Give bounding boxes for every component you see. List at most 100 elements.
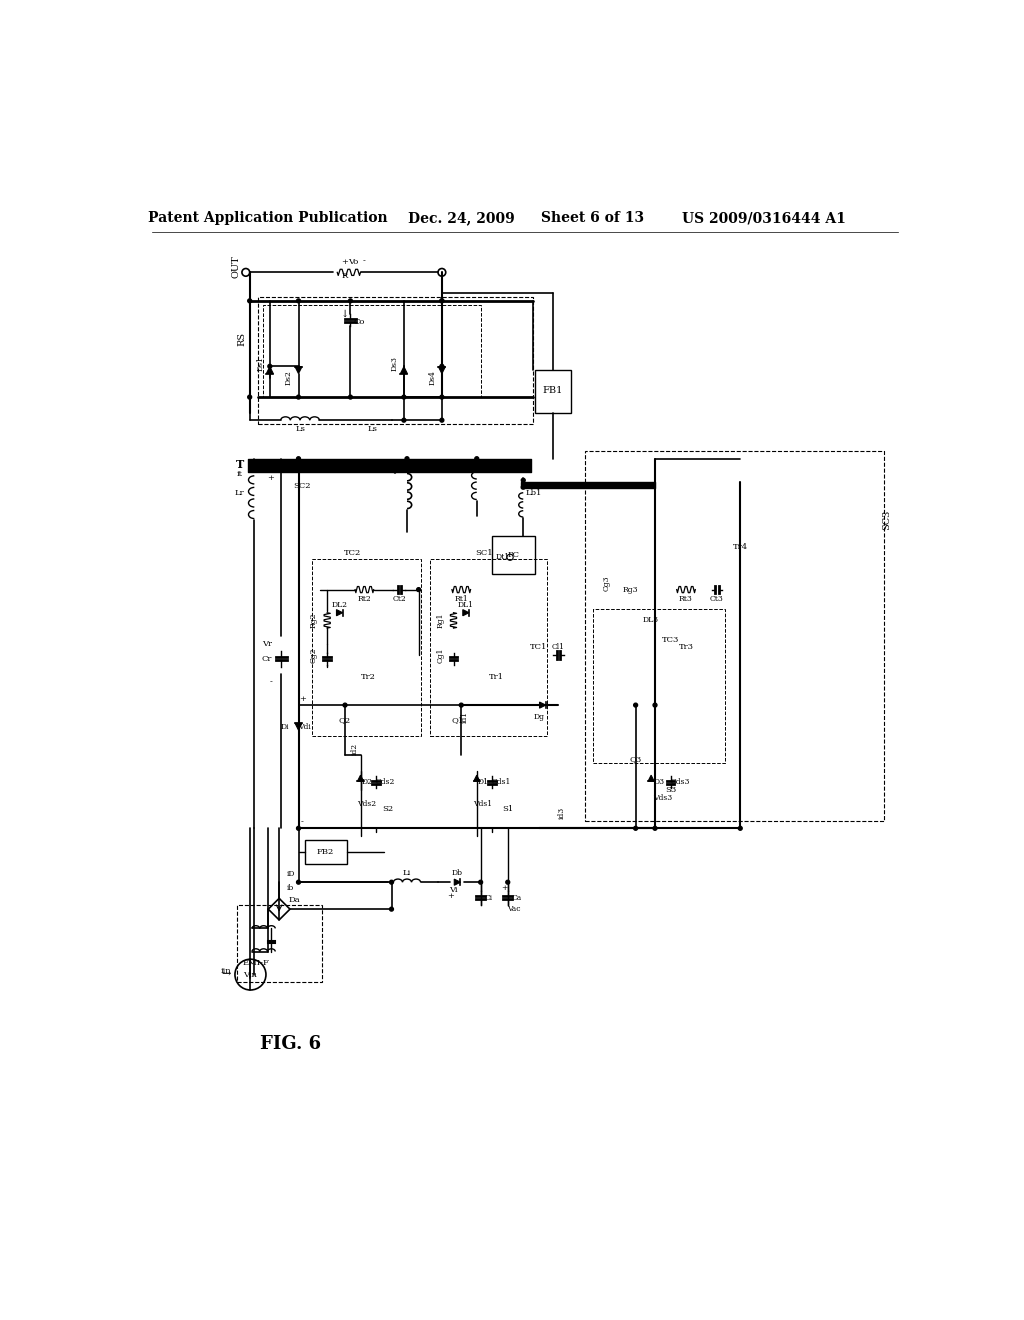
Circle shape (297, 298, 300, 302)
Bar (312, 558, 421, 737)
Text: +: + (299, 694, 306, 704)
Text: S3: S3 (665, 785, 676, 793)
Text: it: it (237, 470, 243, 478)
Polygon shape (295, 367, 302, 374)
Polygon shape (648, 775, 654, 781)
Text: Vac: Vac (507, 906, 520, 913)
Text: OUT: OUT (231, 255, 241, 277)
Polygon shape (455, 879, 461, 886)
Circle shape (417, 587, 421, 591)
Text: Q2: Q2 (339, 717, 351, 725)
Text: Tr1: Tr1 (488, 673, 504, 681)
Circle shape (634, 826, 638, 830)
Text: Tr4: Tr4 (733, 544, 748, 552)
Text: Dt1: Dt1 (496, 553, 509, 561)
Circle shape (738, 826, 742, 830)
Polygon shape (357, 775, 364, 781)
Text: Vin: Vin (244, 970, 257, 978)
Circle shape (478, 880, 482, 884)
Circle shape (297, 880, 300, 884)
Circle shape (440, 395, 443, 399)
Text: US 2009/0316444 A1: US 2009/0316444 A1 (682, 211, 846, 226)
Text: Ls: Ls (368, 425, 377, 433)
Text: RS: RS (238, 333, 247, 346)
Circle shape (521, 478, 525, 482)
Text: Cr: Cr (262, 655, 272, 663)
Polygon shape (463, 610, 469, 615)
Bar (237, 906, 322, 982)
Polygon shape (266, 367, 273, 374)
Text: Vds2: Vds2 (357, 800, 376, 808)
Text: Sheet 6 of 13: Sheet 6 of 13 (542, 211, 644, 226)
Text: Tr2: Tr2 (360, 673, 376, 681)
Bar (263, 305, 481, 397)
Polygon shape (400, 367, 408, 374)
Text: TC1: TC1 (530, 643, 548, 651)
Text: Rt1: Rt1 (455, 595, 468, 603)
Text: -: - (301, 818, 304, 826)
Text: SC2: SC2 (294, 482, 311, 490)
Text: Q3: Q3 (630, 755, 642, 763)
Text: Rt3: Rt3 (679, 595, 693, 603)
Text: S2: S2 (382, 805, 393, 813)
Text: D2: D2 (361, 777, 372, 787)
Circle shape (348, 298, 352, 302)
Text: Dg: Dg (534, 713, 544, 721)
Text: TC2: TC2 (344, 549, 361, 557)
Text: Vo: Vo (347, 257, 357, 265)
Text: Q1: Q1 (452, 717, 464, 725)
Text: Ds3: Ds3 (390, 356, 398, 371)
Text: →: → (222, 970, 231, 979)
Text: Dec. 24, 2009: Dec. 24, 2009 (408, 211, 515, 226)
Text: Lp: Lp (388, 466, 399, 474)
Text: Cg1: Cg1 (436, 647, 444, 663)
Text: +: + (342, 257, 348, 265)
Text: Patent Application Publication: Patent Application Publication (147, 211, 387, 226)
Circle shape (402, 395, 406, 399)
Text: Vr: Vr (262, 639, 272, 648)
Circle shape (440, 298, 443, 302)
Text: Ca: Ca (512, 894, 522, 902)
Text: T: T (236, 459, 245, 470)
Text: DL3: DL3 (643, 616, 659, 624)
Text: iin: iin (220, 966, 231, 974)
Text: DL2: DL2 (332, 601, 347, 609)
Text: Cds3: Cds3 (671, 777, 690, 787)
Text: -: - (269, 678, 272, 686)
Text: Co: Co (353, 318, 365, 326)
Circle shape (389, 880, 393, 884)
Text: id3: id3 (558, 807, 566, 818)
Text: Ds1: Ds1 (256, 356, 264, 371)
Text: Lr: Lr (234, 490, 245, 498)
Text: id2: id2 (350, 743, 358, 755)
Circle shape (506, 880, 510, 884)
Bar (586, 451, 884, 821)
Text: Cl1: Cl1 (552, 643, 564, 651)
Text: Ds2: Ds2 (285, 371, 293, 385)
Text: ↓: ↓ (341, 309, 349, 318)
Circle shape (634, 704, 638, 708)
Polygon shape (474, 775, 480, 781)
Circle shape (402, 418, 406, 422)
Circle shape (440, 364, 443, 368)
Bar (258, 297, 534, 424)
Text: Vds3: Vds3 (653, 793, 673, 801)
Text: TC3: TC3 (662, 636, 679, 644)
Circle shape (348, 395, 352, 399)
Text: +: + (502, 884, 508, 892)
Text: R: R (342, 272, 348, 280)
Polygon shape (337, 610, 343, 615)
Text: Ls: Ls (295, 425, 305, 433)
Text: Lb1: Lb1 (525, 490, 542, 498)
Circle shape (297, 457, 300, 461)
Bar (430, 558, 547, 737)
Circle shape (297, 395, 300, 399)
Text: +: + (267, 474, 274, 482)
Text: FB1: FB1 (543, 387, 563, 396)
Polygon shape (295, 723, 302, 730)
Bar (535, 370, 570, 412)
Bar (593, 609, 725, 763)
Text: Di: Di (281, 722, 289, 731)
Text: Rg1: Rg1 (436, 612, 444, 628)
Text: SC3: SC3 (883, 510, 891, 531)
